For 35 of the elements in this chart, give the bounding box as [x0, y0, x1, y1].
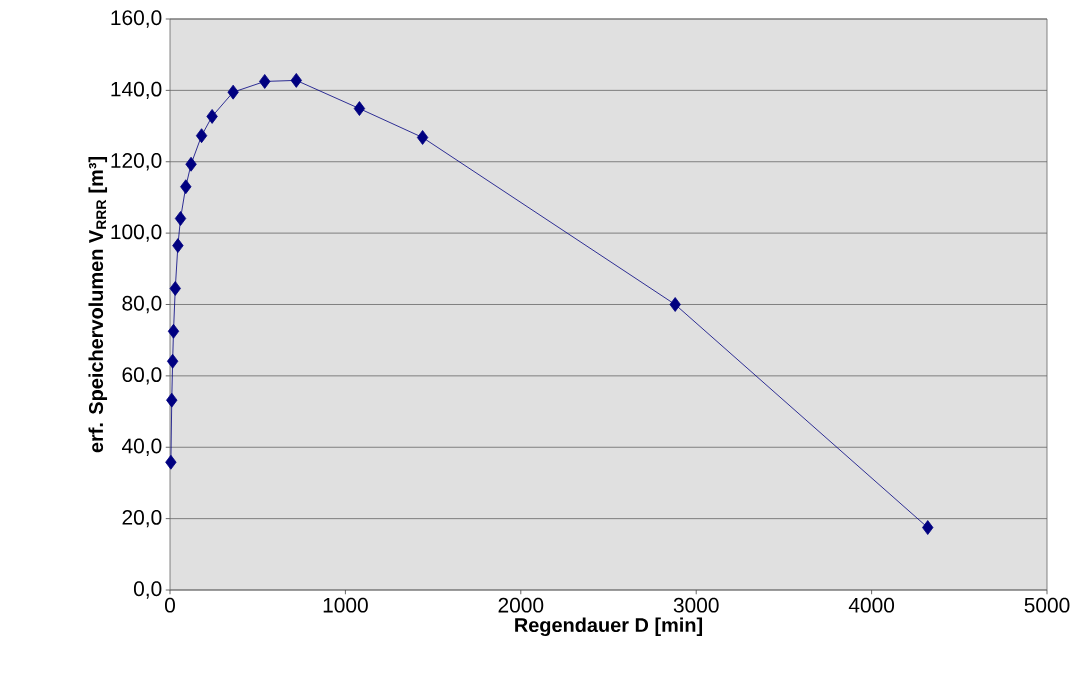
y-tick-label: 140,0 [111, 81, 162, 100]
point [669, 297, 681, 312]
point [165, 454, 177, 470]
x-axis-title: Regendauer D [min] [515, 617, 703, 637]
point [180, 179, 192, 195]
x-tick-label: 5000 [1024, 597, 1070, 613]
point [169, 281, 181, 296]
y-tick-label: 0,0 [133, 581, 162, 599]
y-tick-label: 100,0 [111, 224, 162, 242]
point [227, 84, 239, 100]
x-tick-label: 2000 [498, 597, 544, 613]
point [195, 128, 208, 144]
point [167, 323, 180, 339]
point [290, 72, 302, 88]
x-tick-label: 4000 [848, 597, 895, 613]
x-tick-label: 0 [165, 597, 175, 613]
y-tick-label: 60,0 [122, 367, 162, 385]
y-tick-label: 40,0 [121, 438, 162, 456]
point [166, 392, 178, 408]
x-tick-label: 3000 [673, 597, 719, 613]
y-tick-label: 20,0 [122, 509, 162, 528]
y-tick-label: 160,0 [111, 10, 162, 28]
point [922, 520, 934, 535]
point [172, 238, 184, 254]
point [174, 211, 187, 226]
y-tick-label: 80,0 [122, 295, 162, 314]
point [185, 156, 197, 172]
point [206, 109, 218, 124]
x-tick-label: 1000 [323, 597, 368, 613]
point [416, 130, 429, 145]
point [353, 101, 366, 116]
point [259, 74, 271, 89]
y-tick-label: 120,0 [111, 153, 162, 171]
point [166, 353, 179, 369]
y-axis-title: erf. Speichervolumen V$_{RRR}$ [m³] [88, 157, 108, 453]
